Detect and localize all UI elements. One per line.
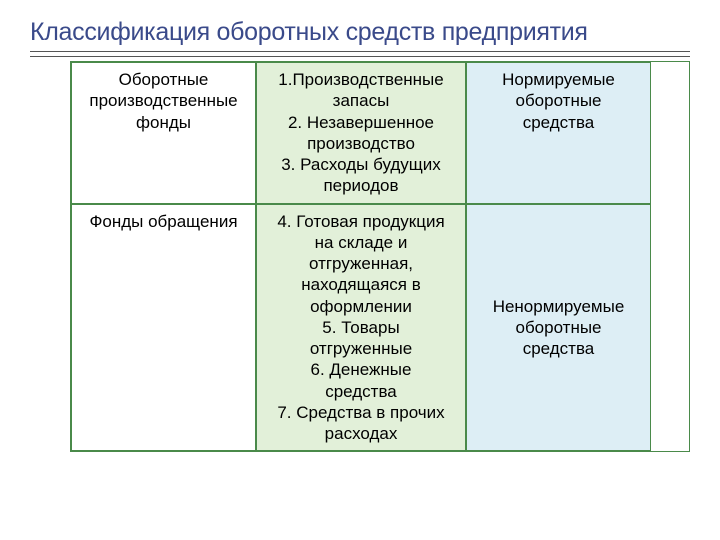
cell-text: фонды xyxy=(76,112,251,133)
cell-text: расходах xyxy=(261,423,461,444)
cell-text: 7. Средства в прочих xyxy=(261,402,461,423)
cell-text: производственные xyxy=(76,90,251,111)
cell-text: 3. Расходы будущих xyxy=(261,154,461,175)
cell-text: периодов xyxy=(261,175,461,196)
cell-text: отгруженная, xyxy=(261,253,461,274)
cell-text: находящаяся в xyxy=(261,274,461,295)
cell-text: производство xyxy=(261,133,461,154)
cell-text: оборотные xyxy=(471,317,646,338)
cell-r1-c3: Нормируемые оборотные средства xyxy=(466,62,651,204)
cell-text: Ненормируемые xyxy=(471,296,646,317)
cell-text: Фонды обращения xyxy=(76,211,251,232)
cell-r2-c2: 4. Готовая продукция на складе и отгруже… xyxy=(256,204,466,452)
cell-r1-c2: 1.Производственные запасы 2. Незавершенн… xyxy=(256,62,466,204)
cell-text: Оборотные xyxy=(76,69,251,90)
cell-text: 5. Товары xyxy=(261,317,461,338)
cell-text: 1.Производственные xyxy=(261,69,461,90)
slide-title: Классификация оборотных средств предприя… xyxy=(30,18,690,47)
classification-table: Оборотные производственные фонды 1.Произ… xyxy=(70,61,690,452)
cell-text: 6. Денежные xyxy=(261,359,461,380)
cell-text: средства xyxy=(471,338,646,359)
cell-text: запасы xyxy=(261,90,461,111)
cell-text: 2. Незавершенное xyxy=(261,112,461,133)
divider-top xyxy=(30,51,690,52)
divider-bottom xyxy=(30,56,690,57)
cell-text: 4. Готовая продукция xyxy=(261,211,461,232)
cell-text: Нормируемые xyxy=(471,69,646,90)
cell-r2-c3: Ненормируемые оборотные средства xyxy=(466,204,651,452)
cell-r2-c1: Фонды обращения xyxy=(71,204,256,452)
cell-text: оформлении xyxy=(261,296,461,317)
cell-text: средства xyxy=(471,112,646,133)
cell-text: средства xyxy=(261,381,461,402)
cell-text: на складе и xyxy=(261,232,461,253)
cell-text: оборотные xyxy=(471,90,646,111)
cell-text: отгруженные xyxy=(261,338,461,359)
cell-r1-c1: Оборотные производственные фонды xyxy=(71,62,256,204)
